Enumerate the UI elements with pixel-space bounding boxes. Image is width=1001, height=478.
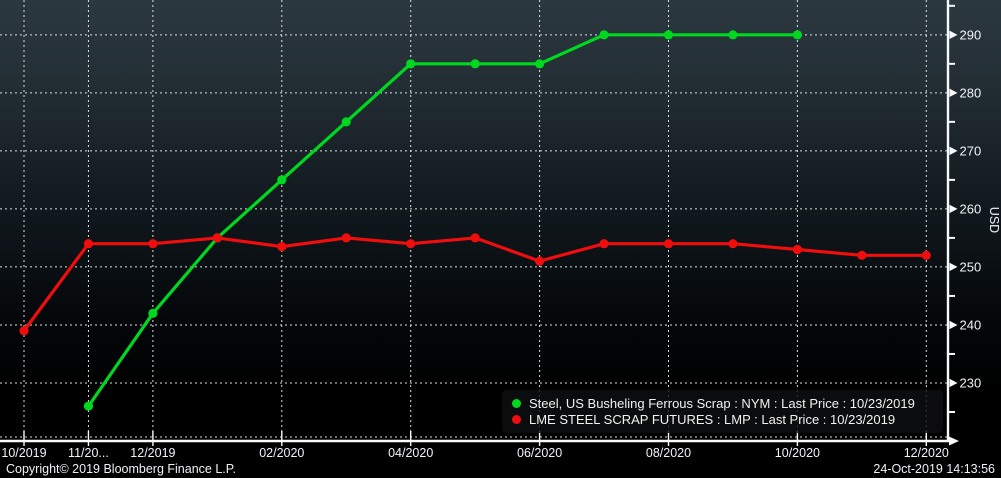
lme-scrap-point — [19, 326, 29, 336]
busheling-scrap-point — [277, 175, 287, 185]
green-series-marker-icon — [512, 398, 521, 408]
x-tick-label: 02/2020 — [259, 446, 304, 460]
lme-scrap-point — [277, 242, 287, 252]
x-tick-label: 08/2020 — [646, 446, 691, 460]
chart-legend: Steel, US Busheling Ferrous Scrap : NYM … — [502, 390, 943, 433]
lme-scrap-point — [212, 233, 222, 243]
legend-item-busheling-scrap[interactable]: Steel, US Busheling Ferrous Scrap : NYM … — [512, 395, 943, 411]
axes — [0, 0, 959, 446]
y-tick-arrow-icon — [949, 88, 958, 98]
lme-scrap-point — [921, 250, 931, 260]
copyright-text: Copyright© 2019 Bloomberg Finance L.P. — [6, 462, 236, 476]
lme-scrap-point — [148, 239, 158, 249]
lme-scrap-point — [663, 239, 674, 249]
legend-label-lme-scrap: LME STEEL SCRAP FUTURES : LMP : Last Pri… — [529, 411, 896, 427]
busheling-scrap-point — [406, 59, 416, 69]
y-tick-label: 260 — [960, 201, 982, 216]
timestamp-text: 24-Oct-2019 14:13:56 — [873, 462, 995, 476]
y-axis-title: USD — [987, 207, 1001, 233]
legend-label-busheling-scrap: Steel, US Busheling Ferrous Scrap : NYM … — [529, 395, 915, 411]
y-tick-arrow-icon — [949, 262, 958, 272]
x-tick-label: 10/2020 — [775, 446, 820, 460]
x-tick-label: 04/2020 — [388, 446, 433, 460]
x-tick-label: 12/2020 — [904, 446, 949, 460]
lme-scrap-point — [406, 239, 416, 249]
legend-item-lme-scrap[interactable]: LME STEEL SCRAP FUTURES : LMP : Last Pri… — [512, 411, 943, 427]
axis-tick-labels: 230 240 250 260 270 280 290 10/2019 11/20... 12/2… — [1, 27, 1001, 460]
y-tick-label: 240 — [960, 317, 982, 332]
y-tick-arrow-icon — [949, 146, 958, 156]
y-tick-arrow-icon — [949, 30, 958, 40]
y-tick-label: 280 — [960, 85, 982, 100]
red-series-marker-icon — [512, 414, 521, 424]
lme-scrap-point — [792, 244, 803, 255]
chart-background — [0, 0, 1001, 443]
busheling-scrap-point — [535, 59, 545, 69]
y-tick-label: 290 — [960, 27, 982, 42]
y-tick-label: 230 — [960, 375, 982, 390]
y-tick-arrow-icon — [949, 378, 958, 388]
y-tick-label: 250 — [960, 259, 982, 274]
x-axis-arrow-icon — [949, 436, 959, 446]
lme-scrap-point — [728, 239, 738, 249]
x-tick-label: 10/2019 — [1, 446, 46, 460]
y-tick-arrow-icon — [949, 320, 958, 330]
x-tick-label: 06/2020 — [517, 446, 562, 460]
busheling-scrap-point — [83, 401, 94, 411]
x-tick-label: 12/2019 — [130, 446, 175, 460]
y-tick-label: 270 — [960, 143, 982, 158]
busheling-scrap-point — [792, 30, 803, 40]
lme-scrap-point — [599, 239, 609, 249]
lme-scrap-point — [535, 256, 545, 266]
busheling-scrap-line — [86, 33, 800, 408]
lme-scrap-point — [341, 233, 351, 243]
lme-scrap-point — [470, 233, 480, 243]
busheling-scrap-point — [148, 308, 158, 318]
busheling-scrap-point — [470, 59, 480, 69]
series-lines — [19, 30, 931, 411]
footer-bar: Copyright© 2019 Bloomberg Finance L.P. 2… — [0, 461, 1001, 477]
busheling-scrap-point — [599, 30, 609, 40]
busheling-scrap-point — [728, 30, 738, 40]
busheling-scrap-point — [341, 117, 351, 127]
y-tick-arrow-icon — [949, 204, 958, 214]
lme-scrap-point — [857, 250, 867, 260]
busheling-scrap-point — [663, 30, 674, 40]
x-tick-label: 11/20... — [68, 446, 109, 460]
lme-scrap-point — [83, 239, 94, 249]
